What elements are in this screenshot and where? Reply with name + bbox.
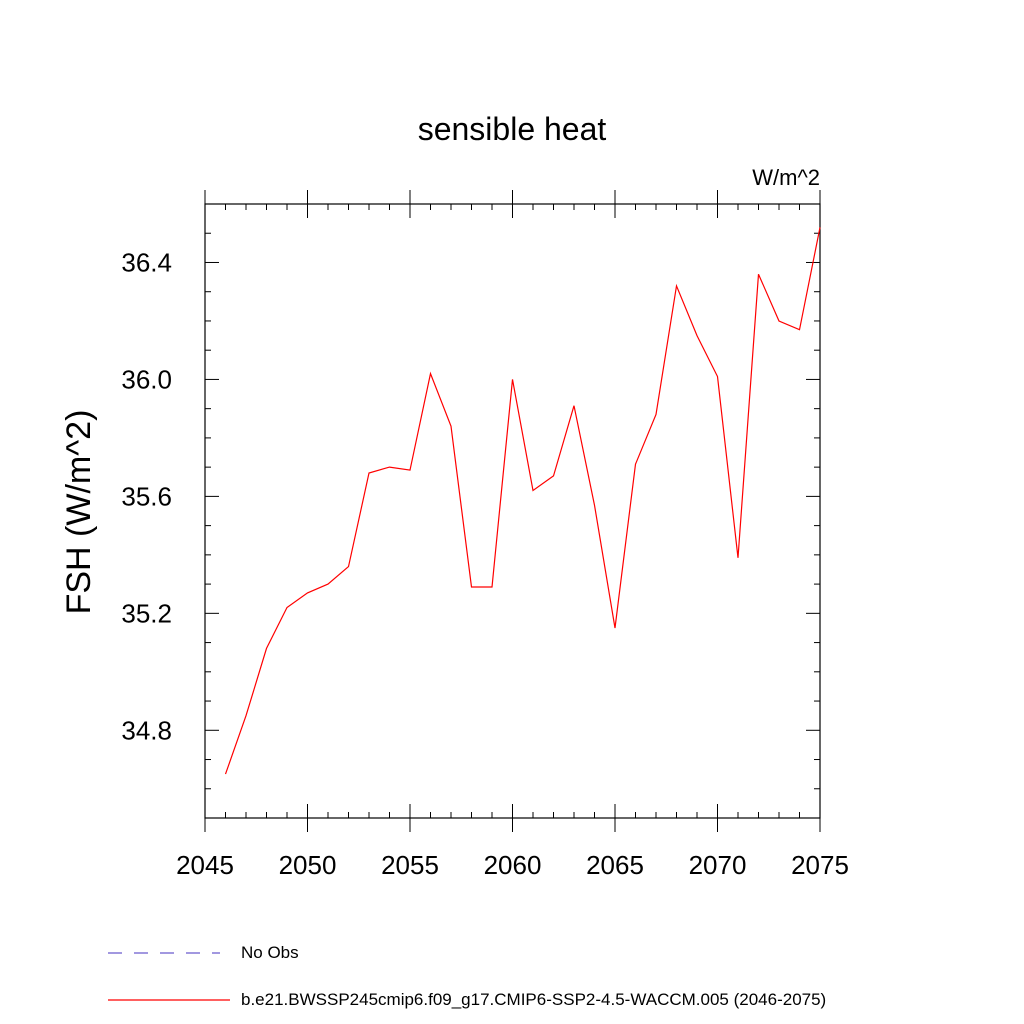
x-tick-label: 2060: [484, 850, 542, 880]
y-tick-label: 36.0: [121, 364, 172, 394]
x-tick-label: 2070: [689, 850, 747, 880]
x-tick-label: 2050: [279, 850, 337, 880]
y-tick-label: 35.6: [121, 481, 172, 511]
chart-title: sensible heat: [418, 111, 607, 147]
x-tick-label: 2045: [176, 850, 234, 880]
y-axis-label: FSH (W/m^2): [60, 410, 98, 615]
x-tick-label: 2055: [381, 850, 439, 880]
series-line: [224, 227, 821, 775]
y-tick-label: 34.8: [121, 715, 172, 745]
legend-swatch-no-obs: [108, 952, 220, 954]
y-tick-label: 35.2: [121, 598, 172, 628]
x-tick-label: 2075: [791, 850, 849, 880]
legend-label-no-obs: No Obs: [241, 943, 299, 962]
y-tick-label: 36.4: [121, 247, 172, 277]
plot-frame: [204, 203, 821, 819]
legend-swatch-model-run: [108, 999, 230, 1001]
plot-area: 2045 2050 2055 2060 2065 2070 2075 34.8 35.2 35.6…: [121, 190, 849, 880]
x-tick-label: 2065: [586, 850, 644, 880]
units-label: W/m^2: [752, 165, 820, 190]
legend-label-model-run: b.e21.BWSSP245cmip6.f09_g17.CMIP6-SSP2-4…: [241, 990, 827, 1009]
